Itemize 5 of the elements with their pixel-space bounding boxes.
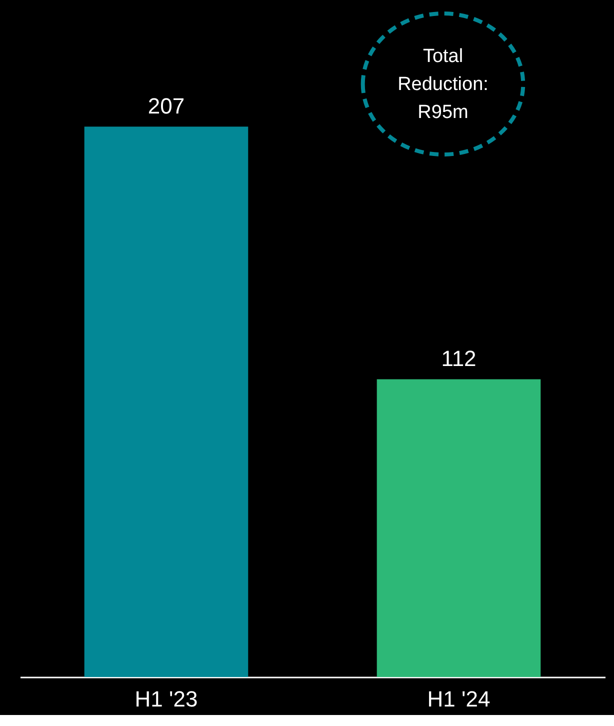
data-label: 112 [441,346,476,372]
x-tick-label: H1 '23 [134,686,198,712]
text: Total Reduction: R95m [398,46,488,123]
data-label: 207 [148,94,185,119]
x-tick-label: H1 '24 [427,686,490,712]
